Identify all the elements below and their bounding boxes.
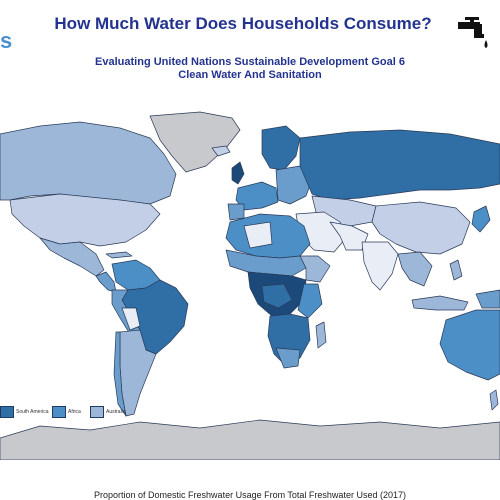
india <box>361 241 399 291</box>
bolivia <box>121 307 141 331</box>
china <box>371 201 471 255</box>
legend-item-australia: Australia <box>90 406 125 418</box>
central-america <box>95 271 117 293</box>
legend-item-south-america: South America <box>0 406 49 418</box>
philippines <box>449 259 463 281</box>
new-zealand <box>489 389 499 411</box>
scandinavia <box>261 125 301 171</box>
legend-item-africa: Africa <box>52 406 81 418</box>
world-choropleth-map <box>0 111 500 460</box>
mexico <box>39 237 105 277</box>
cuba <box>105 251 133 259</box>
legend-label: South America <box>16 409 49 415</box>
legend-swatch <box>52 406 66 418</box>
logo-fragment: s <box>0 28 13 53</box>
legend-label: Australia <box>106 409 126 415</box>
legend-swatch <box>90 406 104 418</box>
madagascar <box>315 321 327 349</box>
japan <box>471 205 491 233</box>
page-title: How Much Water Does Households Consume? <box>54 14 432 33</box>
east-africa <box>297 283 323 319</box>
greenland <box>149 111 241 173</box>
south-africa <box>275 347 301 369</box>
algeria-libya <box>243 221 273 249</box>
horn-of-africa <box>299 255 331 283</box>
legend-label: Africa <box>68 409 81 415</box>
western-europe <box>235 181 279 211</box>
southeast-asia <box>397 251 433 287</box>
subtitle-line-2: Clean Water And Sanitation <box>178 69 322 81</box>
iran <box>329 221 369 251</box>
iceland <box>211 145 231 157</box>
map-caption: Proportion of Domestic Freshwater Usage … <box>94 490 406 500</box>
usa <box>9 193 161 247</box>
canada <box>0 121 177 205</box>
sahel <box>225 249 307 277</box>
australia <box>439 309 500 381</box>
indonesia <box>411 295 469 311</box>
uk <box>231 161 245 185</box>
subtitle-line-1: Evaluating United Nations Sustainable De… <box>95 56 405 68</box>
iberia <box>227 203 245 221</box>
papua <box>475 289 500 309</box>
legend-swatch <box>0 406 14 418</box>
congo <box>261 283 293 309</box>
antarctica <box>0 419 500 460</box>
water-tap-icon <box>458 17 488 48</box>
russia <box>299 129 500 201</box>
chile <box>113 331 127 417</box>
